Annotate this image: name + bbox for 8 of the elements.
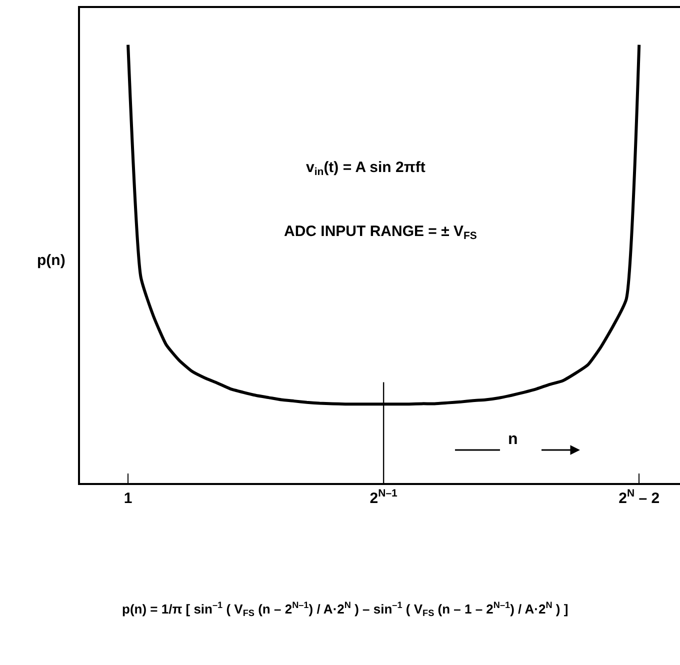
x-tick-label: 2$^{N}$ – 2 xyxy=(618,487,660,507)
annotation: v$_{in}$(t) = A sin 2πft xyxy=(306,159,426,178)
y-axis-title: p(n) xyxy=(37,252,66,269)
x-tick-label: 2$^{N–1}$ xyxy=(370,487,398,507)
x-tick-label: 1 xyxy=(124,490,132,507)
text: p(n) = 1/π [ sin$^{–1}$ ( V$_{FS}$ (n – 2$^{N–1}$) / A·2$^{N}$ ) – sin$^{–1}$ ( V$_{FS}$ (n – 1 – 2$^{N–1}$) / A·2$^{N}$ ) ] xyxy=(122,600,568,618)
annotation: n xyxy=(508,431,518,448)
annotation: ADC INPUT RANGE = ± V$_{FS}$ xyxy=(284,223,477,242)
